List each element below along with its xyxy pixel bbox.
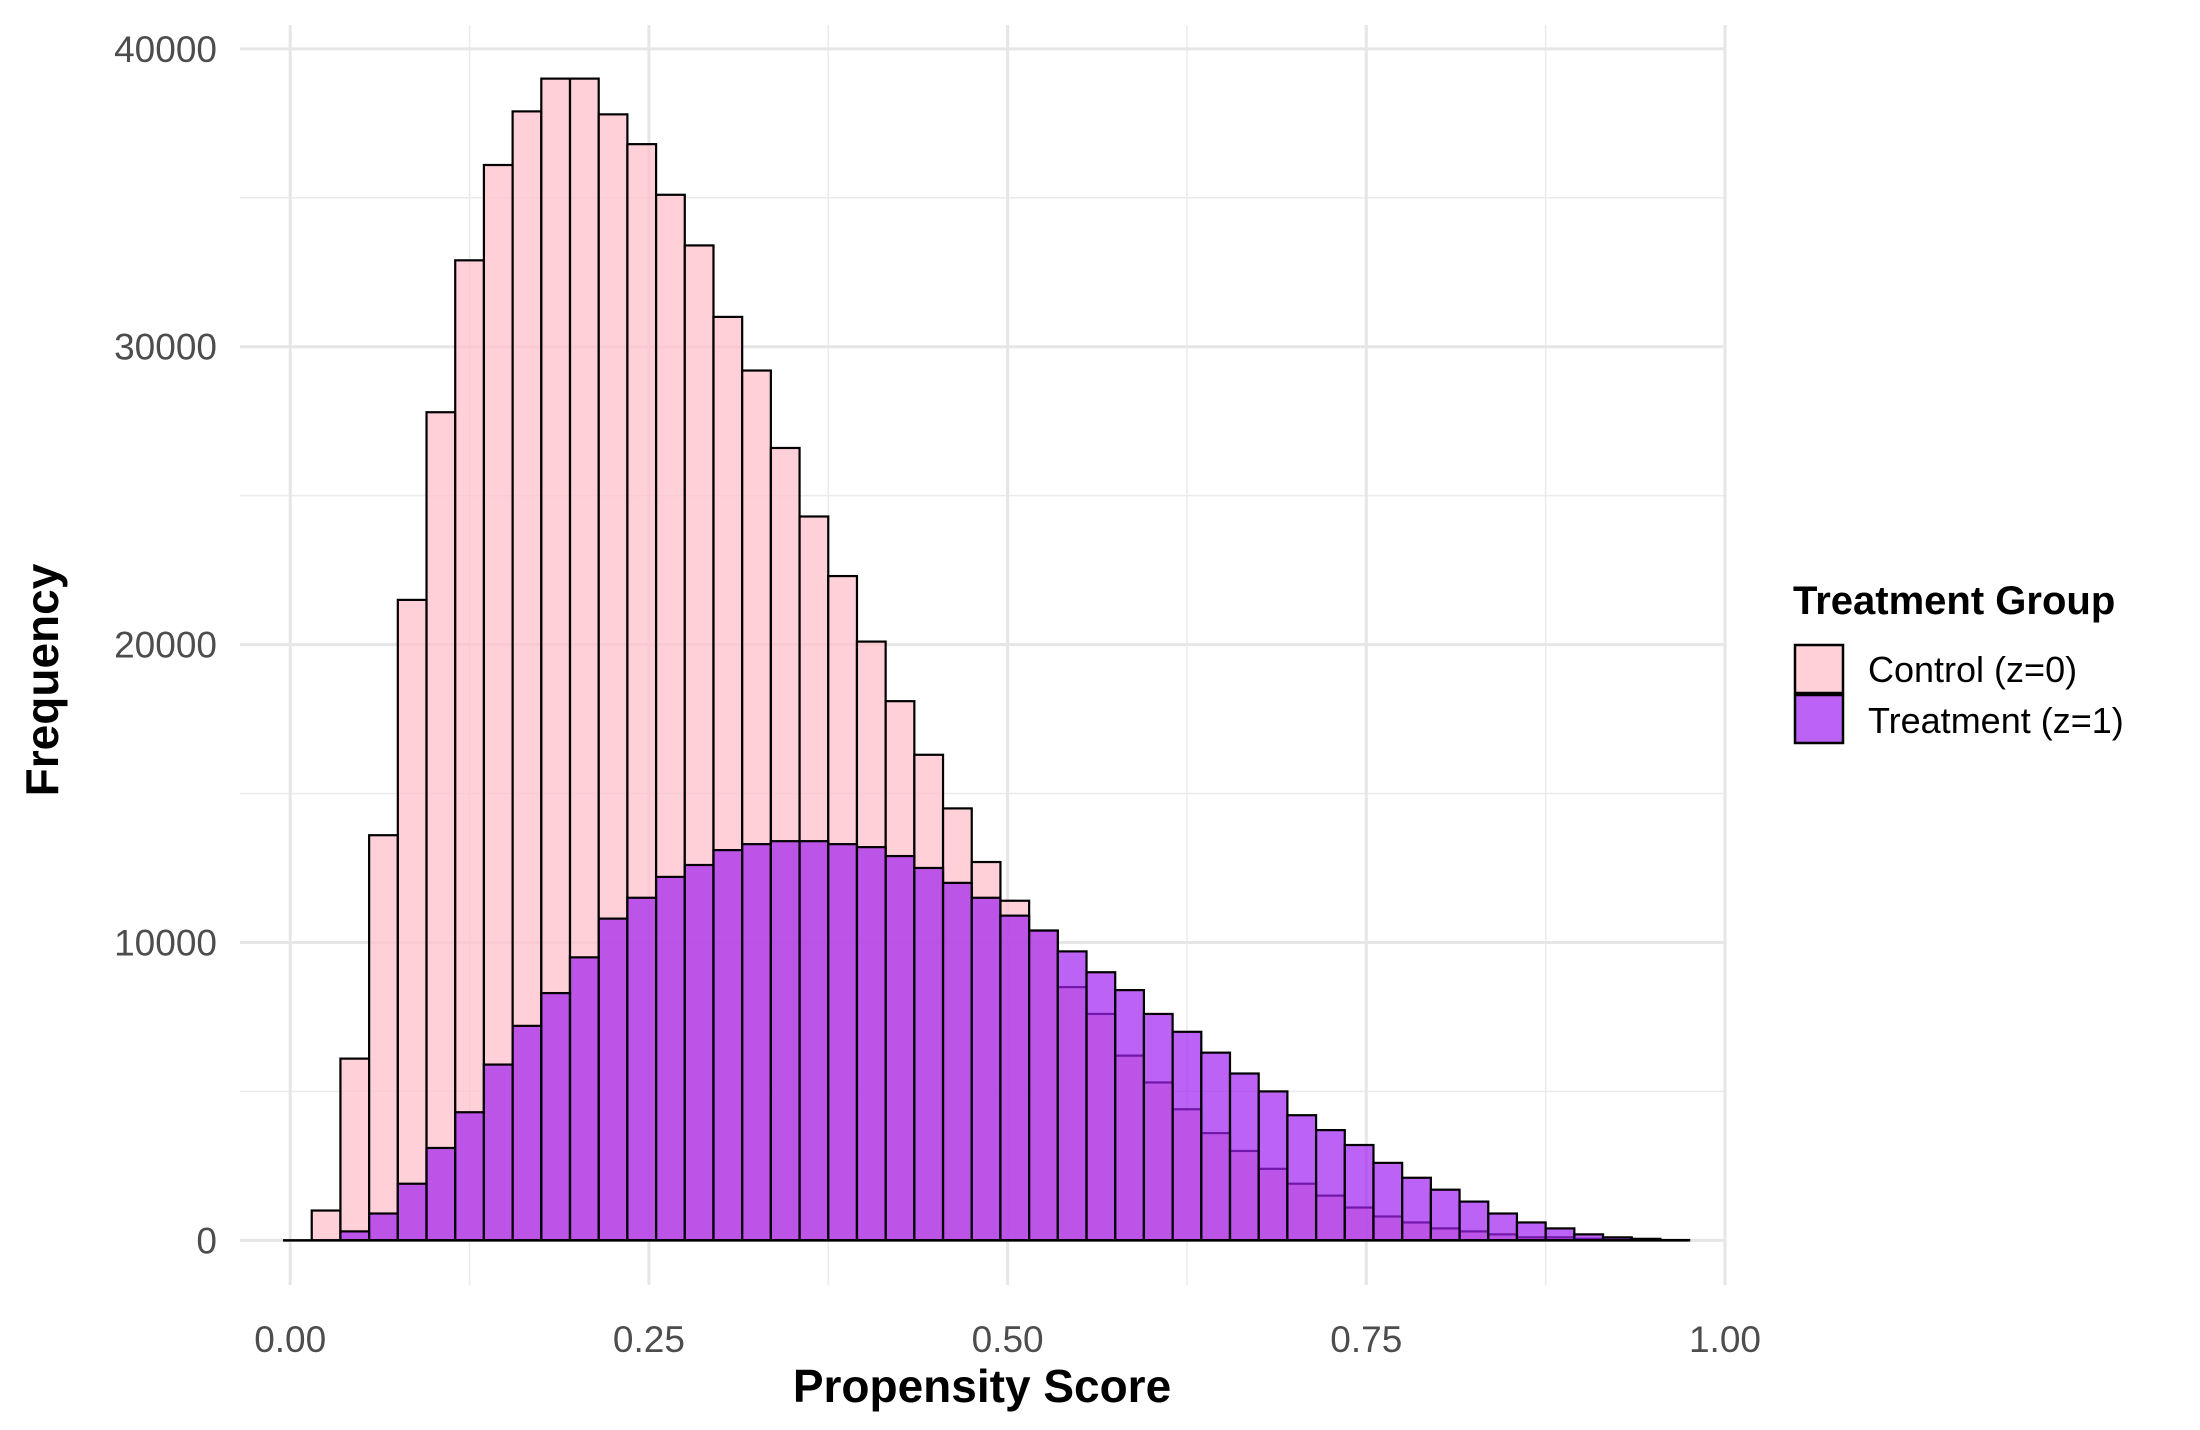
legend-label-treatment: Treatment (z=1) (1868, 700, 2124, 741)
treatment-bar (741, 843, 772, 1242)
x-tick-label: 0.00 (254, 1319, 326, 1360)
y-tick-label: 0 (196, 1220, 217, 1261)
legend-swatch-treatment (1793, 693, 1845, 745)
treatment-bar (1458, 1200, 1490, 1242)
treatment-bar (999, 914, 1031, 1242)
y-tick-label: 40000 (114, 29, 217, 70)
treatment-bar (1429, 1188, 1461, 1242)
y-tick-label: 30000 (114, 327, 217, 368)
treatment-bar (1142, 1012, 1174, 1242)
legend-label-control: Control (z=0) (1868, 649, 2077, 690)
control-bar (368, 834, 399, 1242)
treatment-bar (1228, 1072, 1260, 1242)
treatment-bar (1515, 1221, 1547, 1242)
control-bar (339, 1057, 371, 1242)
treatment-bar (1114, 989, 1146, 1242)
treatment-bar (597, 917, 629, 1242)
treatment-bar (540, 991, 572, 1242)
control-bar (454, 259, 486, 1242)
treatment-bar (1544, 1227, 1576, 1242)
x-tick-label: 1.00 (1689, 1319, 1761, 1360)
y-tick-label: 20000 (114, 625, 217, 666)
treatment-bar (1171, 1030, 1203, 1242)
treatment-bar (511, 1024, 543, 1242)
treatment-bar (913, 866, 945, 1242)
treatment-bar (1056, 950, 1088, 1242)
control-bar (425, 411, 457, 1242)
treatment-bar (712, 849, 744, 1242)
treatment-bar (396, 1182, 428, 1242)
control-bar (310, 1209, 342, 1242)
treatment-bar (970, 896, 1002, 1242)
treatment-bar (1372, 1161, 1404, 1242)
treatment-bar (1200, 1051, 1232, 1242)
x-tick-label: 0.50 (972, 1319, 1044, 1360)
treatment-bar (827, 843, 859, 1242)
treatment-bar (941, 881, 973, 1242)
legend-swatch-control (1793, 643, 1845, 695)
treatment-bar (1401, 1176, 1432, 1242)
x-axis-title: Propensity Score (793, 1360, 1171, 1412)
treatment-bar (482, 1063, 514, 1242)
control-bar (396, 598, 428, 1242)
treatment-bar (1286, 1114, 1318, 1242)
treatment-bar (339, 1230, 371, 1242)
treatment-bar (1343, 1143, 1375, 1242)
treatment-bar (683, 863, 715, 1242)
treatment-bar (1085, 971, 1117, 1242)
treatment-bar (1028, 929, 1059, 1242)
y-tick-label: 10000 (114, 922, 217, 963)
treatment-bar (1487, 1212, 1519, 1242)
treatment-bar (1257, 1090, 1289, 1242)
x-tick-label: 0.75 (1330, 1319, 1402, 1360)
x-tick-label: 0.25 (613, 1319, 685, 1360)
treatment-bar (568, 956, 600, 1242)
tick-labels: 0.00 0.25 0.50 0.75 1.00 0 10000 20000 30000 4000… (114, 29, 1761, 1360)
treatment-bar (368, 1212, 399, 1242)
legend-title: Treatment Group (1793, 579, 2115, 623)
treatment-bar (626, 896, 658, 1242)
treatment-bar (454, 1111, 486, 1242)
treatment-bar (425, 1146, 457, 1242)
y-axis-title: Frequency (16, 563, 68, 796)
treatment-bar (654, 875, 686, 1242)
treatment-bars (339, 840, 1691, 1242)
treatment-bar (769, 840, 801, 1242)
treatment-bar (798, 840, 830, 1242)
treatment-bar (855, 846, 887, 1242)
treatment-bar (884, 854, 916, 1242)
treatment-bar (1314, 1129, 1346, 1242)
legend: Treatment Group Control (z=0) Treatment … (1793, 579, 2124, 745)
